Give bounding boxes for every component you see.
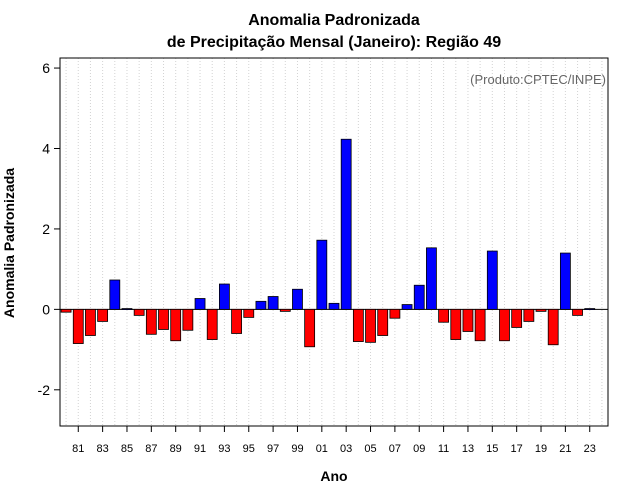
bar-85	[121, 308, 133, 310]
bar-96	[255, 300, 267, 310]
bar-15	[486, 250, 498, 310]
bar-00	[304, 308, 316, 348]
chart-subtitle: de Precipitação Mensal (Janeiro): Região…	[167, 34, 501, 51]
y-tick-label: 2	[42, 221, 50, 237]
bar-18	[523, 308, 535, 322]
x-tick-label: 81	[72, 443, 84, 455]
bar-84	[109, 279, 121, 310]
bar-90	[182, 308, 194, 331]
bar-06	[377, 308, 389, 336]
x-tick-label: 93	[218, 443, 230, 455]
x-tick-label: 11	[438, 443, 449, 455]
bar-04	[352, 308, 364, 342]
bar-97	[267, 296, 279, 310]
bar-02	[328, 302, 340, 310]
x-axis: 81 83 85 87 89 91 93 95 97 99 01 03 05 07 09 11 13 15 17 19…	[72, 426, 596, 455]
bar-87	[145, 308, 157, 335]
bar-09	[413, 284, 425, 310]
grid-lines	[65, 58, 603, 426]
bars	[60, 138, 596, 348]
x-tick-label: 19	[535, 443, 547, 455]
bar-10	[426, 247, 437, 310]
bar-19	[535, 308, 547, 312]
x-tick-label: 03	[340, 443, 352, 455]
plot-frame	[59, 57, 609, 427]
bar-23	[584, 308, 596, 310]
x-axis-title: Ano	[320, 468, 347, 484]
bar-21	[559, 252, 571, 310]
bar-11	[438, 308, 449, 323]
source-annotation: (Produto:CPTEC/INPE)	[470, 72, 606, 87]
bar-13	[462, 308, 474, 332]
x-tick-label: 83	[96, 443, 108, 455]
bar-03	[340, 138, 352, 310]
bar-83	[97, 308, 109, 322]
x-tick-label: 23	[584, 443, 596, 455]
y-tick-label: 0	[42, 301, 50, 317]
bar-95	[243, 308, 255, 318]
y-axis-title: Anomalia Padronizada	[1, 168, 17, 318]
bar-94	[231, 308, 242, 334]
bar-01	[316, 239, 328, 310]
bar-98	[279, 308, 291, 312]
chart-title: Anomalia Padronizada	[248, 12, 420, 29]
x-tick-label: 09	[413, 443, 425, 455]
bar-89	[170, 308, 182, 342]
bar-20	[547, 308, 559, 346]
x-tick-label: 17	[511, 443, 523, 455]
y-tick-label: -2	[38, 382, 51, 398]
bar-91	[194, 298, 206, 310]
x-tick-label: 85	[121, 443, 133, 455]
y-axis: -2 0 2 4 6	[38, 60, 60, 398]
bar-12	[450, 308, 462, 340]
bar-93	[219, 283, 230, 310]
bar-07	[389, 308, 401, 319]
bar-86	[133, 308, 145, 316]
x-tick-label: 97	[267, 443, 279, 455]
x-tick-label: 21	[559, 443, 571, 455]
x-tick-label: 07	[389, 443, 401, 455]
bar-14	[474, 308, 486, 342]
x-tick-label: 99	[291, 443, 303, 455]
y-tick-label: 6	[42, 60, 50, 76]
bar-16	[499, 308, 510, 342]
bar-17	[511, 308, 523, 328]
bar-05	[365, 308, 376, 343]
bar-22	[572, 308, 583, 316]
x-tick-label: 87	[145, 443, 157, 455]
x-tick-label: 89	[170, 443, 182, 455]
bar-80	[60, 308, 72, 313]
bar-99	[292, 288, 303, 310]
bar-92	[206, 308, 218, 340]
bar-81	[72, 308, 84, 344]
x-tick-label: 91	[194, 443, 206, 455]
x-tick-label: 05	[364, 443, 376, 455]
x-tick-label: 95	[243, 443, 255, 455]
x-tick-label: 01	[316, 443, 328, 455]
y-tick-label: 4	[42, 140, 50, 156]
bar-88	[158, 308, 169, 330]
x-tick-label: 13	[462, 443, 474, 455]
bar-82	[85, 308, 96, 336]
bar-08	[401, 304, 413, 310]
x-tick-label: 15	[486, 443, 498, 455]
